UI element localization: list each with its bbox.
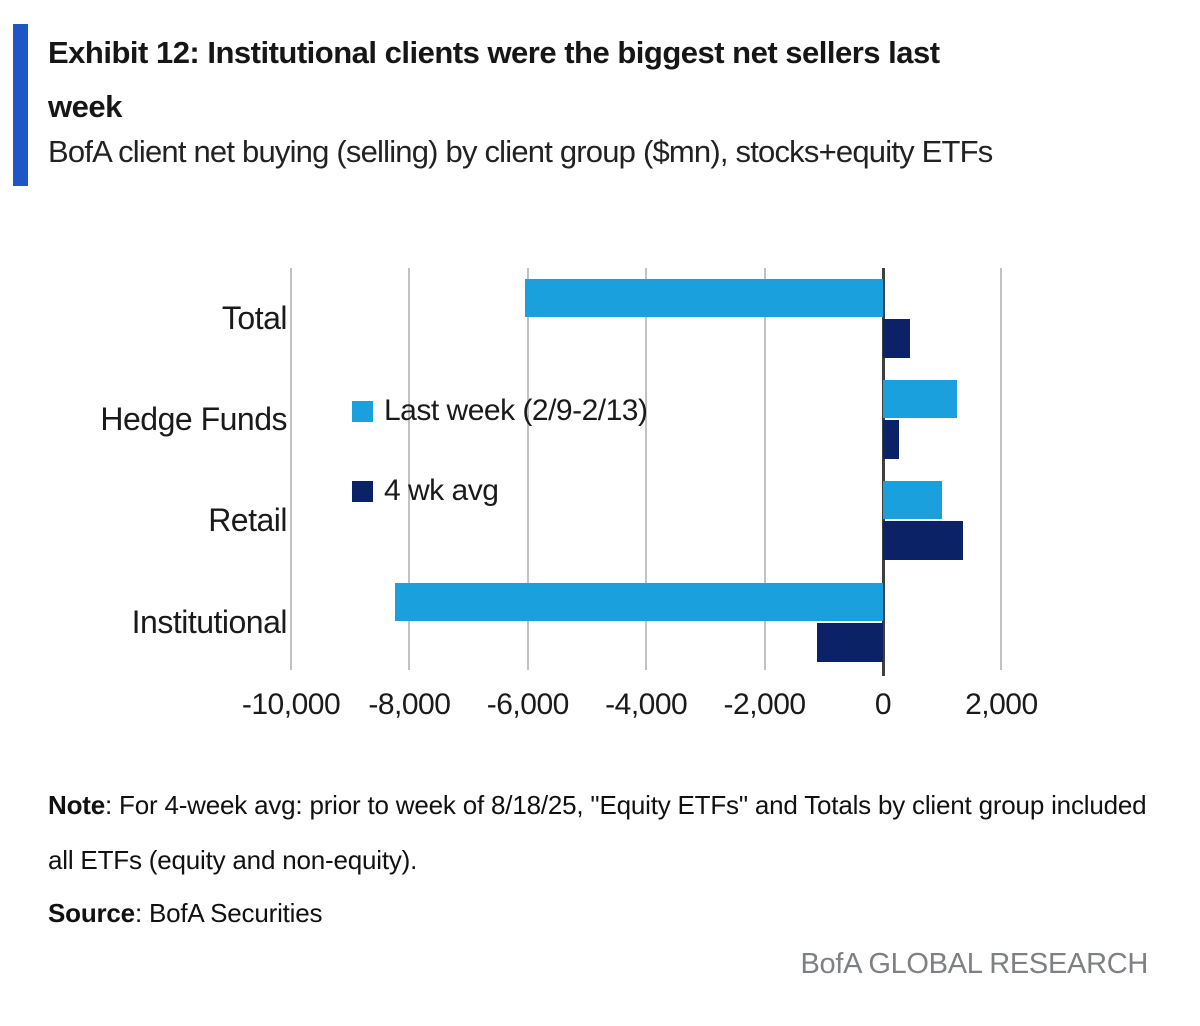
legend-label-last-week-2-9-2-13: Last week (2/9-2/13) [384, 394, 648, 427]
source-label: Source [48, 898, 135, 928]
legend-swatch-4-wk-avg [352, 481, 373, 502]
zero-axis-line [881, 268, 885, 676]
note-text-1: : For 4-week avg: prior to week of 8/18/… [104, 790, 1147, 820]
exhibit-title: Exhibit 12: Institutional clients were t… [48, 26, 940, 134]
gridline--8,000 [408, 268, 411, 670]
bar-last-week-2-9-2-13-institutional [394, 582, 883, 621]
note-label: Note [48, 790, 105, 820]
title-accent-bar [13, 24, 28, 186]
category-label-hedge-funds: Hedge Funds [100, 401, 287, 438]
note-line-1: Note: For 4-week avg: prior to week of 8… [48, 790, 1147, 821]
x-tick--10,000: -10,000 [241, 688, 341, 721]
gridline--6,000 [526, 268, 529, 670]
x-tick-2,000: 2,000 [965, 688, 1038, 721]
exhibit-title-line1: Exhibit 12: Institutional clients were t… [48, 35, 940, 70]
category-label-institutional: Institutional [131, 603, 288, 640]
bar-last-week-2-9-2-13-hedge-funds [883, 380, 957, 419]
gridline--10,000 [290, 268, 292, 670]
bar-4-wk-avg-institutional [816, 622, 883, 662]
bar-last-week-2-9-2-13-total [524, 279, 883, 317]
note-line-2: all ETFs (equity and non-equity). [48, 845, 417, 876]
exhibit-title-line2: week [48, 89, 122, 124]
bar-4-wk-avg-total [883, 319, 910, 358]
source-line: Source: BofA Securities [48, 898, 323, 929]
x-tick--4,000: -4,000 [605, 688, 688, 721]
gridline--4,000 [645, 268, 648, 670]
gridline-2,000 [1000, 268, 1003, 670]
note-text-2: all ETFs (equity and non-equity). [48, 845, 418, 875]
legend-label-4-wk-avg: 4 wk avg [384, 474, 499, 507]
category-label-retail: Retail [208, 502, 287, 539]
gridline--2,000 [763, 268, 766, 670]
source-text: : BofA Securities [134, 898, 323, 928]
bofa-global-research-brand: BofA GLOBAL RESEARCH [800, 948, 1148, 980]
category-label-total: Total [221, 300, 288, 336]
x-tick--6,000: -6,000 [486, 688, 570, 721]
bar-4-wk-avg-hedge-funds [883, 420, 899, 460]
x-tick--8,000: -8,000 [368, 688, 451, 721]
chart-subtitle: BofA client net buying (selling) by clie… [48, 134, 993, 169]
bar-4-wk-avg-retail [883, 521, 963, 561]
x-tick--2,000: -2,000 [723, 688, 807, 721]
x-tick-0: 0 [874, 688, 892, 721]
bar-last-week-2-9-2-13-retail [883, 481, 943, 520]
legend-swatch-last-week-2-9-2-13 [352, 401, 373, 422]
